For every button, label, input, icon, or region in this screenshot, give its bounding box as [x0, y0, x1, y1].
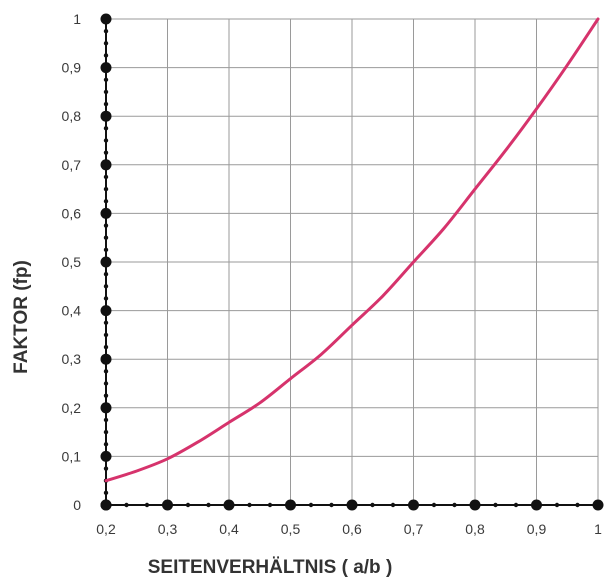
y-tick-label: 0,9 — [62, 60, 82, 76]
y-tick-label: 0,6 — [62, 205, 82, 221]
y-axis-minor-dot — [103, 186, 109, 192]
x-axis-minor-dot — [206, 502, 211, 508]
x-axis-major-dot — [162, 499, 173, 511]
x-axis-minor-dot — [493, 502, 498, 508]
y-axis-minor-dot — [103, 235, 109, 240]
x-tick-label: 0,3 — [158, 521, 178, 537]
axes — [100, 13, 604, 511]
y-axis-minor-dot — [103, 101, 109, 107]
series-line — [104, 17, 600, 483]
y-axis-major-dot — [100, 207, 112, 219]
y-axis-major-dot — [100, 402, 112, 414]
y-axis-minor-dot — [103, 490, 109, 496]
x-axis-major-dot — [285, 499, 296, 511]
x-axis-major-dot — [531, 499, 542, 511]
y-axis-major-dot — [100, 110, 112, 122]
x-axis-minor-dot — [370, 502, 375, 508]
x-axis-minor-dot — [554, 502, 560, 508]
y-axis-minor-dot — [103, 126, 109, 131]
y-axis-minor-dot — [103, 174, 109, 180]
y-axis-minor-dot — [103, 138, 109, 143]
series-layer — [104, 17, 600, 483]
y-axis-minor-dot — [103, 296, 109, 301]
x-axis-minor-dot — [329, 502, 334, 508]
y-axis-minor-dot — [103, 53, 109, 58]
x-axis-major-dot — [469, 499, 481, 511]
y-axis-minor-dot — [103, 271, 109, 277]
y-axis-minor-dot — [103, 429, 109, 435]
x-axis-minor-dot — [513, 502, 519, 508]
y-tick-label: 0,4 — [62, 303, 82, 319]
y-axis-minor-dot — [103, 320, 109, 325]
y-tick-label: 1 — [73, 11, 81, 27]
y-axis-minor-dot — [103, 466, 109, 471]
x-tick-label: 0,5 — [281, 521, 301, 537]
x-axis-title: SEITENVERHÄLTNIS ( a/b ) — [148, 557, 393, 578]
x-tick-label: 0,8 — [465, 521, 485, 537]
x-axis-minor-dot — [390, 502, 396, 508]
x-axis-minor-dot — [144, 502, 150, 508]
y-axis-minor-dot — [103, 150, 109, 155]
y-tick-label: 0,3 — [62, 351, 82, 367]
y-axis-minor-dot — [103, 223, 109, 228]
x-axis-minor-dot — [185, 502, 191, 508]
x-axis-major-dot — [592, 499, 604, 511]
grid-lines — [106, 18, 599, 505]
y-tick-label: 0,1 — [62, 448, 82, 464]
y-axis-minor-dot — [103, 77, 109, 82]
y-axis-minor-dot — [103, 28, 109, 34]
x-axis-minor-dot — [575, 502, 580, 508]
y-tick-label: 0,8 — [62, 108, 82, 124]
x-axis-major-dot — [408, 499, 419, 511]
y-axis-major-dot — [100, 305, 112, 317]
x-axis-minor-dot — [452, 502, 457, 508]
y-axis-minor-dot — [103, 344, 109, 350]
y-axis-minor-dot — [103, 41, 109, 46]
x-tick-label: 0,6 — [342, 521, 362, 537]
y-axis-major-dot — [100, 13, 112, 25]
x-axis-minor-dot — [431, 502, 437, 508]
x-tick-label: 0,9 — [527, 521, 547, 537]
x-tick-label: 0,4 — [219, 521, 239, 537]
y-axis-minor-dot — [103, 247, 109, 253]
y-axis-minor-dot — [103, 417, 109, 423]
y-axis-major-dot — [100, 62, 112, 74]
x-axis-minor-dot — [247, 502, 252, 508]
x-axis-minor-dot — [267, 502, 273, 508]
x-tick-label: 1 — [594, 521, 602, 537]
x-axis-major-dot — [100, 499, 112, 511]
y-axis-minor-dot — [103, 442, 109, 447]
y-axis-major-dot — [100, 256, 112, 268]
y-axis-major-dot — [100, 159, 112, 171]
y-tick-label: 0,7 — [62, 157, 82, 173]
y-tick-label: 0 — [73, 497, 81, 513]
y-axis-minor-dot — [103, 393, 109, 398]
y-axis-minor-dot — [103, 284, 109, 289]
y-tick-label: 0,5 — [62, 254, 82, 270]
x-tick-label: 0,2 — [96, 521, 116, 537]
y-axis-minor-dot — [103, 369, 109, 374]
tick-labels: 0,2 0,3 0,4 0,5 0,6 0,7 0,8 0,9 1 0 0,1 0,2 0,3 0,4 0,… — [62, 11, 603, 537]
y-tick-label: 0,2 — [62, 400, 82, 416]
x-axis-major-dot — [346, 499, 358, 511]
y-axis-major-dot — [100, 353, 112, 365]
y-axis-minor-dot — [103, 332, 109, 338]
x-axis-major-dot — [223, 499, 235, 511]
y-axis-minor-dot — [103, 199, 109, 204]
y-axis-minor-dot — [103, 89, 109, 95]
y-axis-minor-dot — [103, 381, 109, 386]
x-axis-minor-dot — [124, 502, 129, 508]
x-axis-minor-dot — [308, 502, 314, 508]
y-axis-title: FAKTOR (fp) — [11, 260, 32, 374]
x-tick-label: 0,7 — [404, 521, 424, 537]
y-axis-major-dot — [100, 450, 112, 462]
